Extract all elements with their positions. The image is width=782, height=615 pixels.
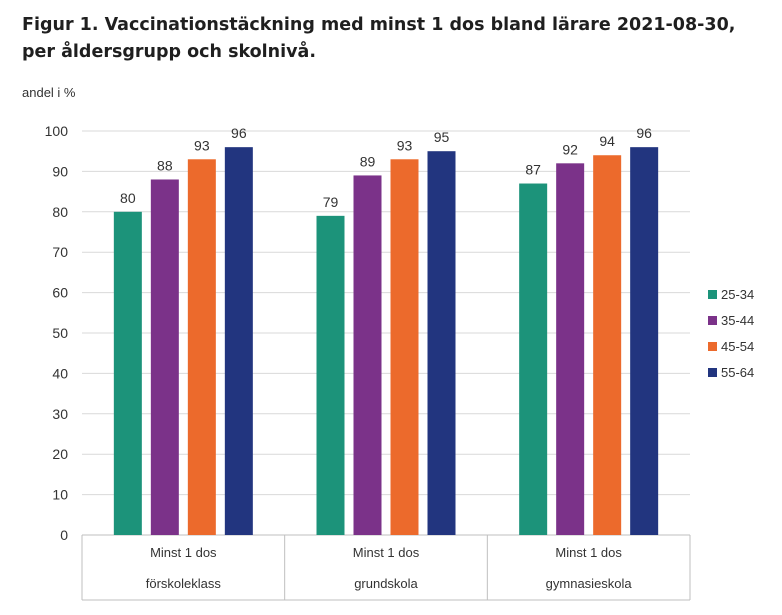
- y-tick-label: 20: [52, 446, 68, 462]
- y-tick-label: 0: [60, 527, 68, 543]
- data-label: 96: [636, 125, 652, 141]
- data-label: 80: [120, 190, 136, 206]
- category-label-line1: Minst 1 dos: [353, 545, 420, 560]
- data-label: 96: [231, 125, 247, 141]
- y-tick-label: 100: [45, 123, 69, 139]
- bar-45-54: [187, 159, 216, 535]
- bar-35-44: [150, 179, 179, 536]
- data-label: 94: [599, 133, 615, 149]
- data-label: 88: [157, 157, 173, 173]
- legend: 25-34 35-44 45-54 55-64: [708, 287, 754, 380]
- y-tick-label: 40: [52, 365, 68, 381]
- data-label: 93: [397, 137, 413, 153]
- legend-swatch: [708, 342, 717, 351]
- chart-title: Figur 1. Vaccinationstäckning med minst …: [22, 15, 736, 62]
- bar-45-54: [390, 159, 419, 535]
- data-label: 79: [323, 194, 339, 210]
- y-tick-label: 10: [52, 487, 68, 503]
- legend-label: 55-64: [721, 365, 754, 380]
- legend-swatch: [708, 368, 717, 377]
- category-label-line2: förskoleklass: [146, 576, 222, 591]
- y-tick-label: 70: [52, 244, 68, 260]
- category-label-line2: grundskola: [354, 576, 418, 591]
- y-axis-ticks: 0 10 20 30 40 50 60 70 80 90 100: [45, 123, 69, 543]
- legend-label: 45-54: [721, 339, 754, 354]
- data-label: 95: [434, 129, 450, 145]
- data-label: 89: [360, 153, 376, 169]
- category-label-line1: Minst 1 dos: [150, 545, 217, 560]
- bars: [113, 147, 659, 536]
- bar-25-34: [316, 215, 345, 535]
- bar-35-44: [556, 163, 585, 535]
- legend-swatch: [708, 316, 717, 325]
- category-label-line1: Minst 1 dos: [555, 545, 622, 560]
- data-labels: 80 88 93 96 79 89 93 95 87 92 94 96: [120, 125, 652, 210]
- y-tick-label: 90: [52, 163, 68, 179]
- category-axis: Minst 1 dos förskoleklass Minst 1 dos grund…: [81, 535, 691, 601]
- bar-35-44: [353, 175, 382, 535]
- bar-55-64: [224, 147, 253, 535]
- legend-label: 35-44: [721, 313, 754, 328]
- legend-label: 25-34: [721, 287, 754, 302]
- bar-25-34: [113, 211, 142, 536]
- y-tick-label: 80: [52, 204, 68, 220]
- gridlines: [82, 130, 690, 536]
- legend-swatch: [708, 290, 717, 299]
- y-tick-label: 50: [52, 325, 68, 341]
- bar-55-64: [630, 147, 659, 535]
- data-label: 87: [525, 162, 541, 178]
- bar-55-64: [427, 151, 456, 535]
- y-tick-label: 60: [52, 285, 68, 301]
- y-axis-label: andel i %: [22, 85, 76, 100]
- y-tick-label: 30: [52, 406, 68, 422]
- category-label-line2: gymnasieskola: [546, 576, 633, 591]
- bar-45-54: [593, 155, 622, 536]
- data-label: 92: [562, 141, 578, 157]
- bar-25-34: [519, 183, 548, 535]
- data-label: 93: [194, 137, 210, 153]
